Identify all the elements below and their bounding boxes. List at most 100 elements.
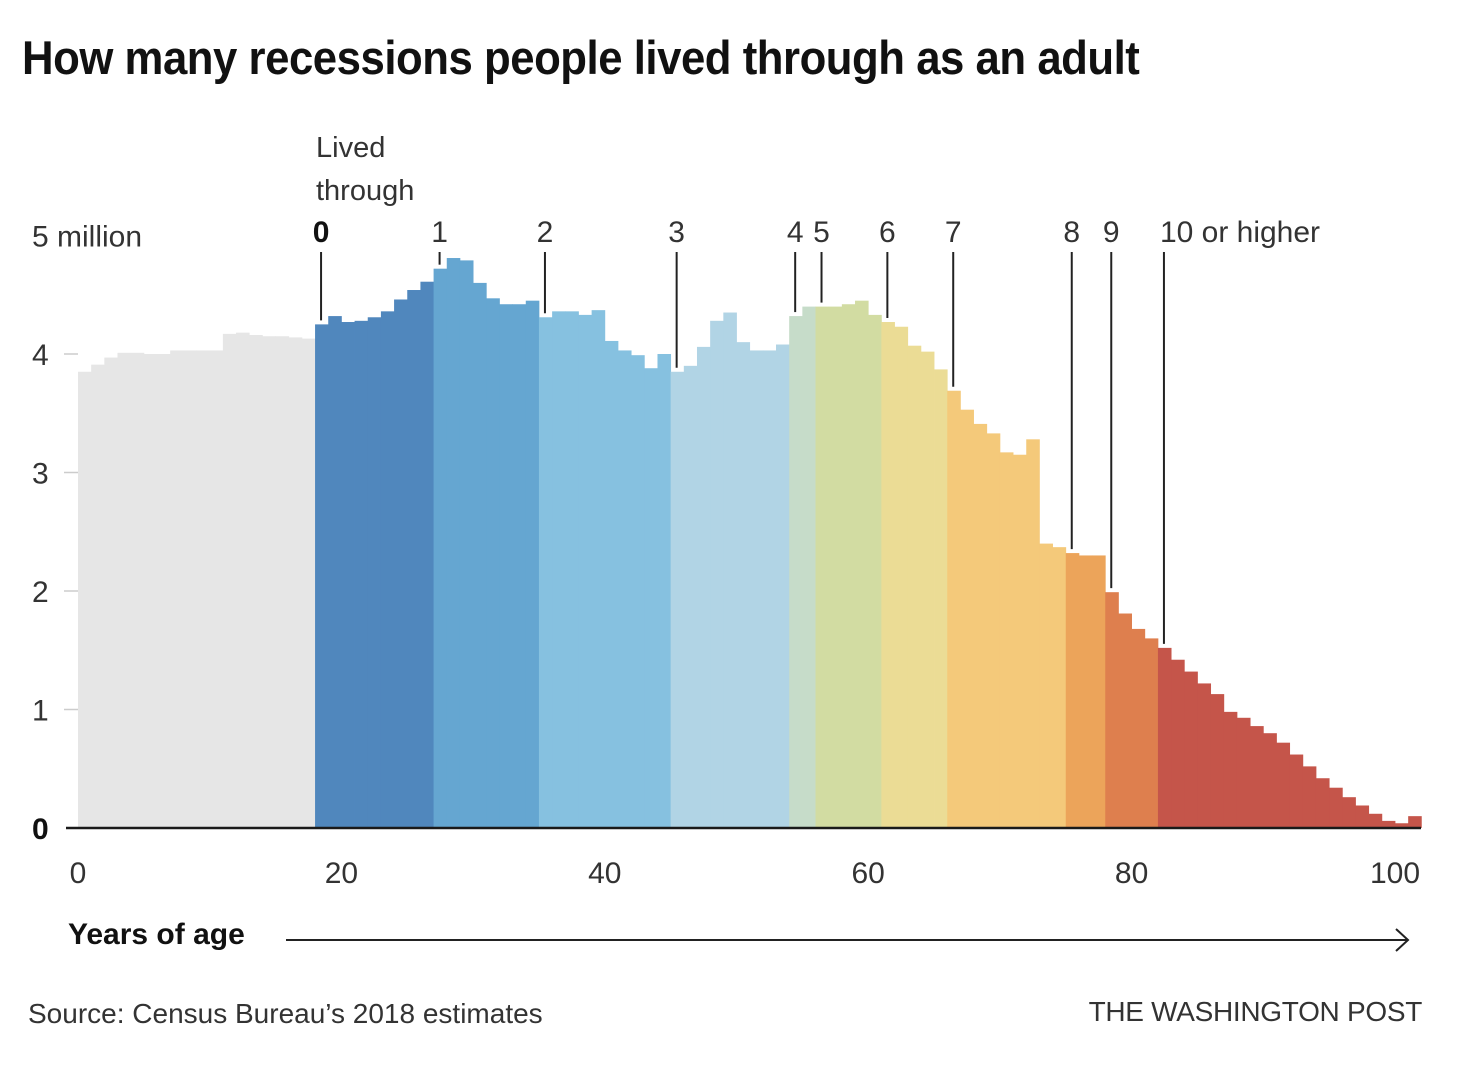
bar-age-7 xyxy=(170,350,184,828)
marker-label: 5 xyxy=(813,216,830,249)
bar-age-82 xyxy=(1157,647,1172,828)
bar-age-74 xyxy=(1052,547,1067,828)
bar-age-89 xyxy=(1250,726,1264,828)
bar-age-43 xyxy=(644,368,658,828)
x-tick-label: 0 xyxy=(70,857,87,890)
marker-label: 1 xyxy=(431,216,448,249)
bar-age-46 xyxy=(683,365,698,828)
bar-age-76 xyxy=(1078,555,1093,828)
bar-age-13 xyxy=(249,335,263,828)
bar-age-41 xyxy=(617,350,632,828)
bar-age-6 xyxy=(157,354,171,828)
bar-age-17 xyxy=(301,338,316,828)
bar-age-83 xyxy=(1171,659,1185,828)
bar-age-69 xyxy=(986,433,1001,828)
bar-age-100 xyxy=(1395,823,1409,828)
x-tick-label: 60 xyxy=(852,857,885,890)
bar-age-23 xyxy=(380,311,395,829)
bar-age-35 xyxy=(538,317,553,828)
bar-age-45 xyxy=(670,371,685,828)
bar-age-96 xyxy=(1342,797,1356,828)
y-tick-label: 5 million xyxy=(32,221,142,254)
bar-age-77 xyxy=(1092,555,1106,828)
bar-age-51 xyxy=(749,350,764,828)
bar-age-26 xyxy=(420,281,434,829)
chart-title: How many recessions people lived through… xyxy=(22,31,1140,84)
bar-age-22 xyxy=(367,317,382,828)
bar-age-42 xyxy=(631,355,645,828)
bar-age-54 xyxy=(789,316,803,828)
bar-age-48 xyxy=(710,320,724,828)
bar-age-16 xyxy=(288,337,303,828)
bar-age-87 xyxy=(1223,711,1238,828)
bar-age-14 xyxy=(262,336,276,828)
bar-age-84 xyxy=(1184,671,1198,828)
bar-age-65 xyxy=(934,369,948,828)
x-tick-label: 100 xyxy=(1370,857,1420,890)
bar-age-12 xyxy=(236,332,250,828)
marker-label: 8 xyxy=(1063,216,1080,249)
x-axis-arrow xyxy=(286,928,1410,952)
bar-age-24 xyxy=(394,299,408,828)
marker-label: 7 xyxy=(945,216,962,249)
bar-age-101 xyxy=(1408,816,1422,828)
annotation-intro-line: Lived xyxy=(316,132,385,164)
bar-age-19 xyxy=(328,316,342,828)
bar-age-91 xyxy=(1276,742,1291,828)
y-tick-label: 3 xyxy=(32,458,49,491)
marker-label: 6 xyxy=(879,216,896,249)
bar-age-97 xyxy=(1355,805,1370,829)
x-axis-title: Years of age xyxy=(68,918,245,951)
bar-age-31 xyxy=(486,298,500,828)
bar-age-56 xyxy=(815,306,830,829)
annotation-intro-line: through xyxy=(316,175,414,207)
bar-age-34 xyxy=(525,300,540,828)
x-tick-label: 80 xyxy=(1115,857,1148,890)
bar-age-29 xyxy=(459,260,474,828)
bar-age-47 xyxy=(696,346,711,828)
bar-age-2 xyxy=(104,357,118,828)
bar-age-81 xyxy=(1144,638,1159,828)
bar-age-72 xyxy=(1026,439,1040,828)
bar-age-62 xyxy=(894,326,909,828)
bar-age-27 xyxy=(433,268,448,828)
bar-age-90 xyxy=(1263,733,1277,828)
bar-age-8 xyxy=(183,350,197,828)
bar-age-37 xyxy=(565,311,579,829)
bar-age-9 xyxy=(196,350,211,828)
y-axis: 0 1 2 3 4 5 million xyxy=(32,221,142,847)
bar-age-53 xyxy=(776,344,790,828)
bar-age-32 xyxy=(499,304,514,829)
publisher-credit: THE WASHINGTON POST xyxy=(1088,996,1423,1027)
marker-label: 3 xyxy=(668,216,685,249)
bar-age-66 xyxy=(947,390,961,828)
y-tick-label: 0 xyxy=(32,813,49,846)
marker-label: 2 xyxy=(537,216,554,249)
marker-label: 4 xyxy=(787,216,804,249)
bar-age-64 xyxy=(920,351,935,828)
marker-label: 9 xyxy=(1103,216,1120,249)
bar-age-99 xyxy=(1381,820,1396,828)
x-tick-label: 20 xyxy=(325,857,358,890)
bar-age-92 xyxy=(1289,754,1304,828)
bar-age-39 xyxy=(591,310,606,828)
bar-age-63 xyxy=(907,345,922,828)
bar-age-79 xyxy=(1118,613,1132,828)
bar-age-18 xyxy=(315,324,329,829)
bar-age-38 xyxy=(578,314,593,828)
bar-age-4 xyxy=(130,352,145,828)
bar-age-75 xyxy=(1065,553,1080,828)
bar-age-57 xyxy=(828,306,843,829)
bar-age-33 xyxy=(512,304,527,829)
bar-age-78 xyxy=(1105,592,1119,828)
bar-age-73 xyxy=(1039,543,1053,828)
bar-age-95 xyxy=(1329,787,1343,828)
y-tick-label: 1 xyxy=(32,695,49,728)
bar-age-59 xyxy=(855,300,869,828)
bar-age-25 xyxy=(407,290,421,828)
bar-age-40 xyxy=(604,340,619,828)
bar-age-71 xyxy=(1013,454,1027,828)
bar-age-61 xyxy=(881,322,895,828)
